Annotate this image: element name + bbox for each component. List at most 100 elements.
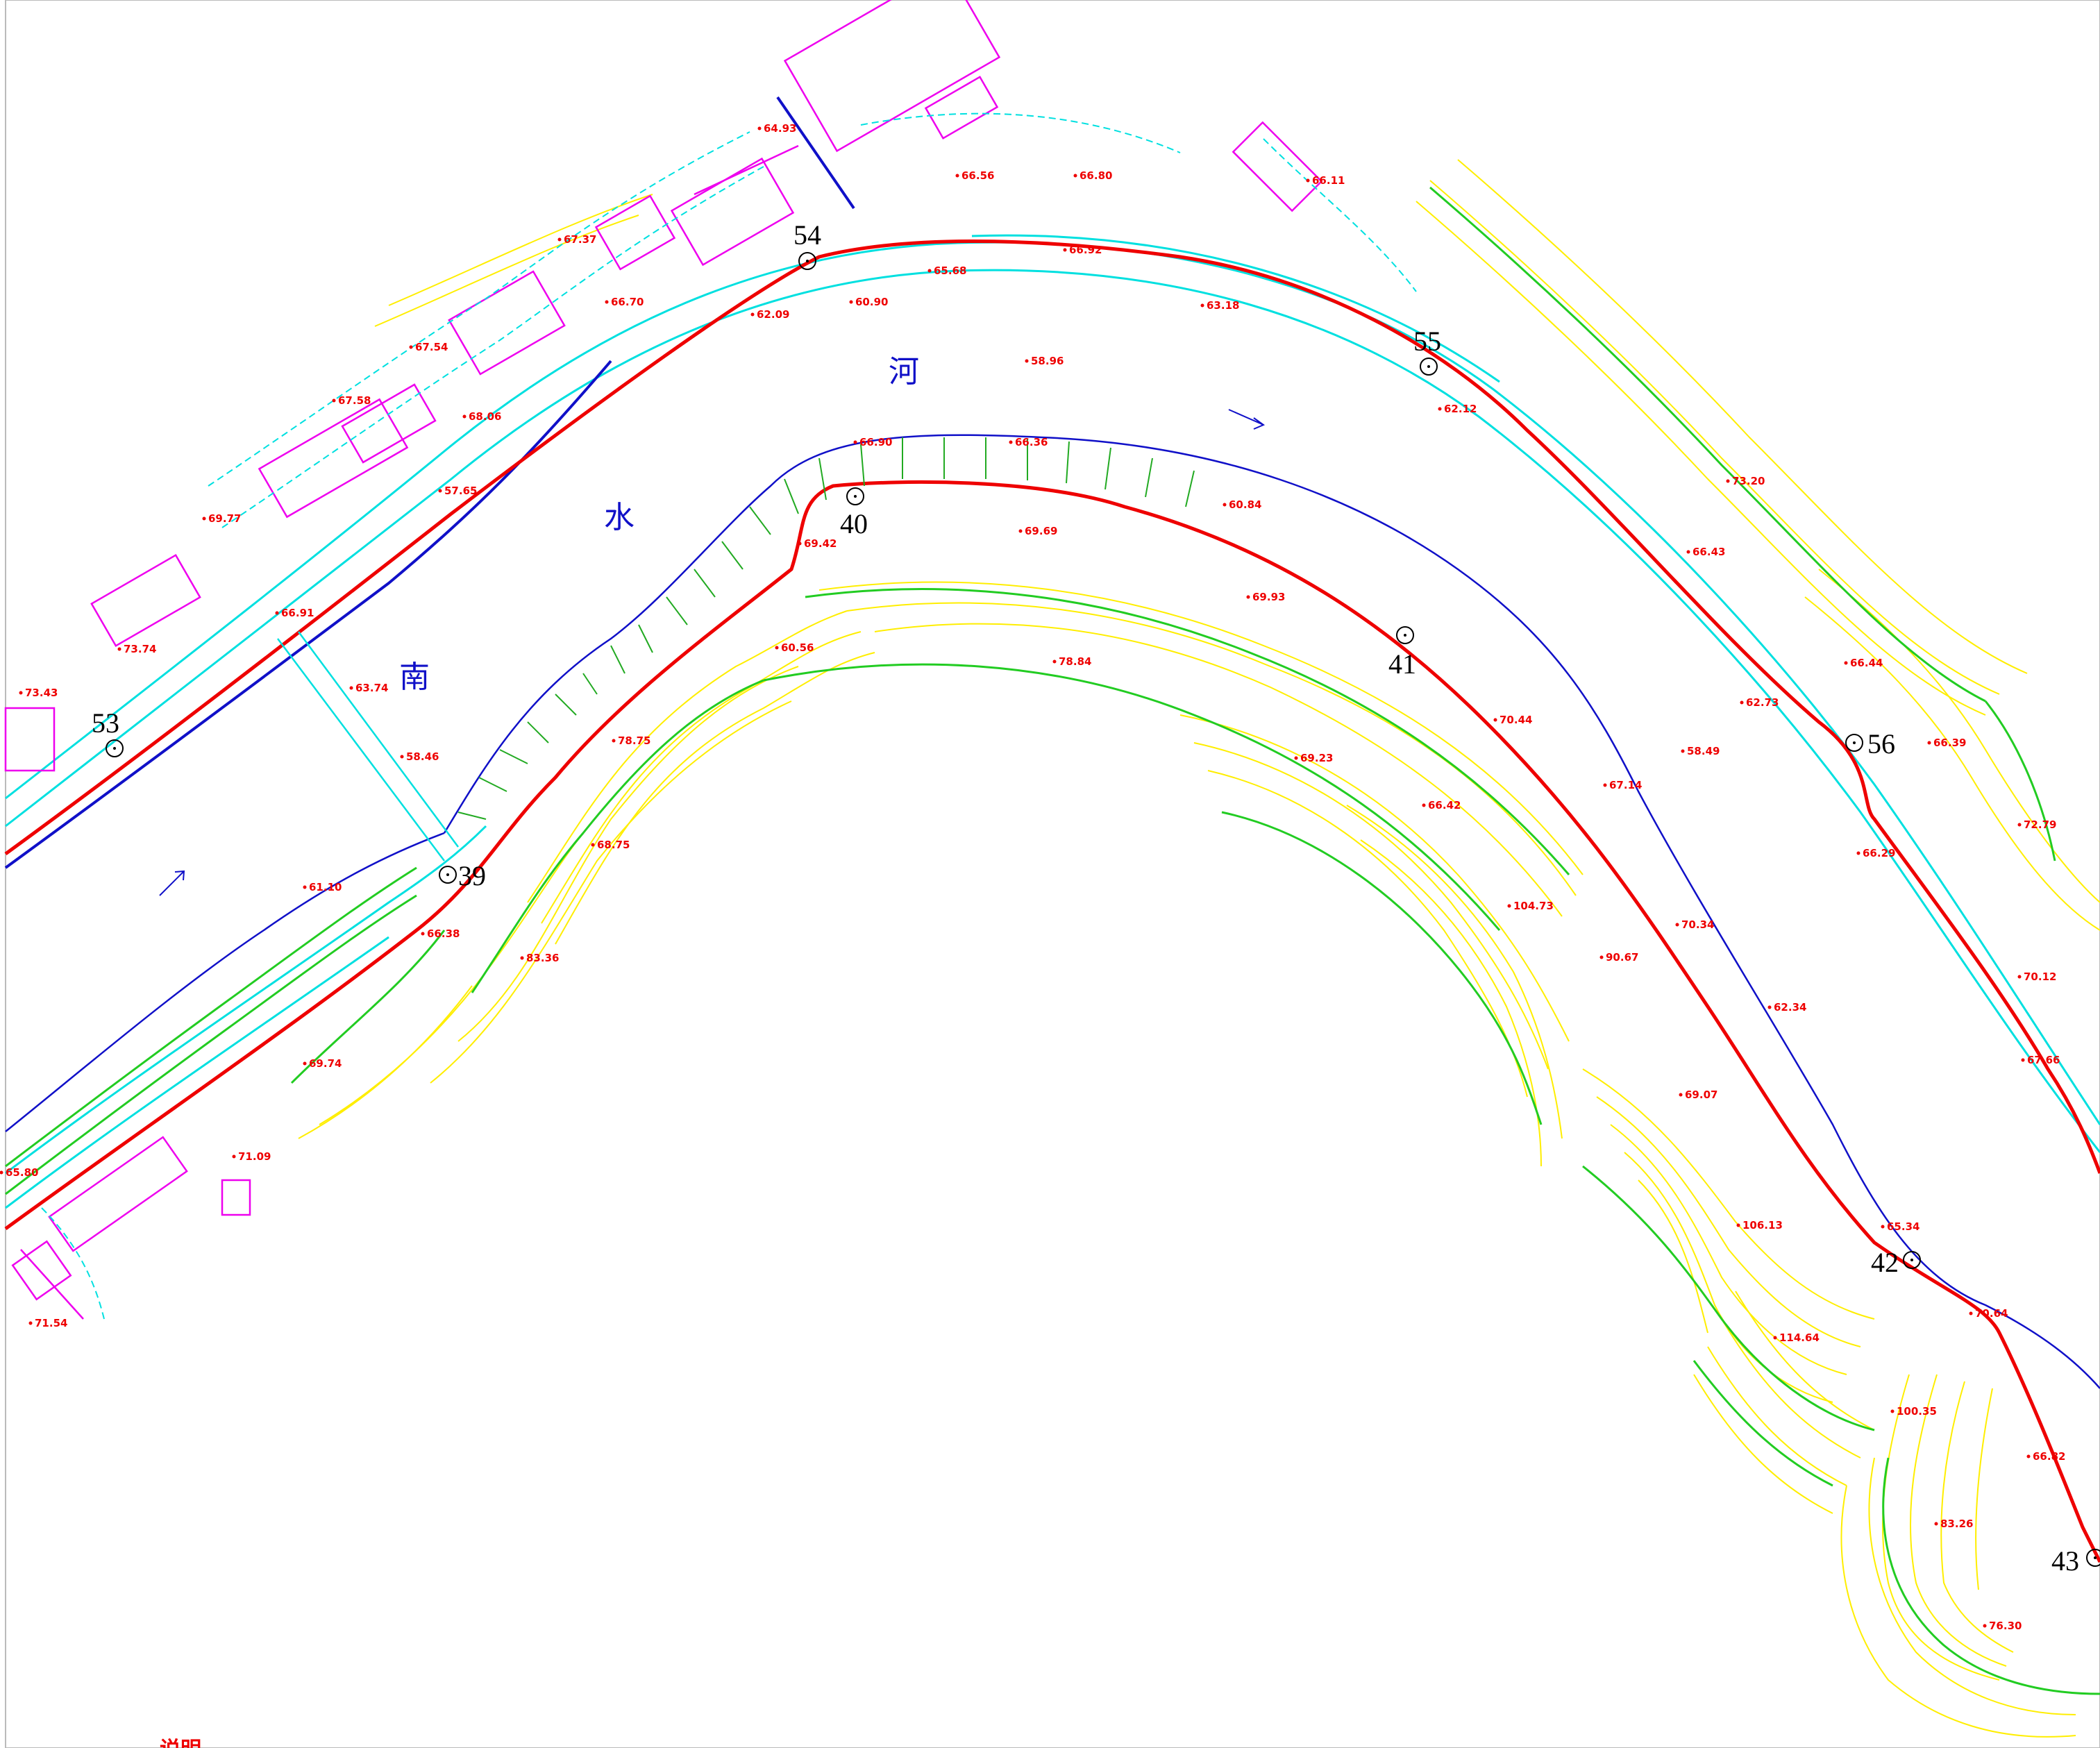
river-name-char-3: 河: [889, 354, 919, 389]
elevation-label: 70.44: [1500, 714, 1532, 726]
elevation-point-dot: [1856, 851, 1860, 855]
elevation-point-dot: [520, 956, 524, 960]
elevation-point-dot: [1740, 700, 1744, 705]
note-title: 说明: [160, 1738, 201, 1748]
river-centerline: [4, 239, 2100, 1563]
elevation-point-dot: [1773, 1336, 1777, 1340]
elevation-point-dot: [1934, 1522, 1938, 1526]
river-banks: [5, 234, 2100, 1209]
elevation-point-dot: [1603, 783, 1607, 787]
elevation-label: 66.11: [1312, 174, 1345, 187]
elevation-point-dot: [1009, 440, 1013, 444]
elevation-label: 100.35: [1897, 1405, 1937, 1418]
elevation-label: 60.56: [781, 641, 814, 654]
terrain-contours-minor: [298, 581, 2076, 1738]
elevation-label: 57.65: [444, 485, 477, 497]
elevation-point-dot: [303, 1061, 307, 1066]
elevation-label: 62.09: [757, 308, 789, 321]
elevation-point-dot: [775, 646, 779, 650]
elevation-label: 58.46: [406, 750, 439, 763]
elevation-label: 66.70: [611, 296, 644, 308]
elevation-point-dot: [1223, 503, 1227, 507]
elevation-label: 70.34: [1681, 918, 1714, 931]
elevation-point-dot: [1726, 479, 1730, 483]
elevation-point-dot: [2017, 823, 2022, 827]
elevation-label: 66.42: [1428, 799, 1461, 812]
elevation-label: 66.80: [1080, 169, 1112, 182]
elevation-point-dot: [1063, 248, 1067, 252]
water-edges: [4, 96, 2100, 1389]
north-terrain-contours-minor: [374, 159, 2100, 931]
svg-text:42: 42: [1871, 1247, 1899, 1278]
elevation-point-dot: [1246, 595, 1250, 599]
elevation-label: 61.10: [309, 881, 342, 893]
elevation-label: 66.56: [961, 169, 994, 182]
elevation-label: 67.37: [564, 233, 596, 246]
elevation-point-dot: [750, 312, 755, 317]
elevation-point-dot: [1052, 659, 1057, 664]
elevation-point-dot: [1493, 718, 1497, 722]
elevation-point-dot: [400, 755, 404, 759]
roads: [41, 112, 1417, 1320]
elevation-label: 60.84: [1229, 498, 1261, 511]
elevation-point-dot: [1969, 1311, 1973, 1316]
elevation-point-dot: [853, 440, 857, 444]
section-marker-39: 39: [439, 860, 486, 891]
elevation-label: 68.75: [597, 839, 630, 851]
elevation-label: 71.54: [35, 1317, 67, 1329]
elevation-label: 67.14: [1609, 779, 1642, 791]
elevation-point-dot: [1679, 1093, 1683, 1097]
elevation-point-dot: [1686, 550, 1690, 554]
elevation-point-dot: [1018, 529, 1023, 533]
elevation-label: 64.93: [764, 122, 796, 135]
elevation-label: 66.44: [1850, 657, 1883, 669]
elevation-point-dot: [1422, 803, 1426, 807]
elevation-point-dot: [605, 300, 609, 304]
elevation-point-dot: [1844, 661, 1848, 665]
elevation-point-dot: [612, 739, 616, 743]
elevation-label: 104.73: [1513, 900, 1554, 912]
elevation-point-dot: [1736, 1223, 1740, 1227]
svg-text:53: 53: [92, 707, 119, 739]
flow-arrow-icon: [159, 870, 185, 896]
elevation-point-dot: [557, 237, 562, 242]
elevation-label: 73.20: [1732, 475, 1765, 487]
elevation-label: 78.75: [618, 734, 650, 747]
elevation-label: 69.42: [804, 537, 837, 550]
elevation-label: 69.93: [1252, 591, 1285, 603]
elevation-label: 69.23: [1300, 752, 1333, 764]
river-name-char-2: 水: [604, 500, 635, 535]
elevation-label: 65.34: [1887, 1220, 1920, 1233]
elevation-point-dot: [421, 932, 425, 936]
elevation-point-dot: [1927, 741, 1931, 745]
elevation-label: 70.12: [2024, 970, 2056, 983]
elevation-point-dot: [19, 691, 23, 695]
elevation-label: 58.96: [1031, 355, 1064, 367]
elevation-label: 70.64: [1975, 1307, 2008, 1320]
elevation-label: 73.43: [25, 687, 58, 699]
bank-slope-hatching: [444, 437, 1195, 834]
elevation-point-dot: [1599, 955, 1604, 959]
elevation-label: 69.74: [309, 1057, 342, 1070]
elevation-label: 66.43: [1692, 546, 1725, 558]
elevation-label: 66.38: [427, 927, 460, 940]
elevation-point-dot: [1306, 178, 1310, 183]
elevation-label: 62.73: [1746, 696, 1779, 709]
elevation-label: 58.49: [1687, 745, 1720, 757]
buildings: [4, 0, 1323, 1320]
elevation-label: 63.74: [355, 682, 388, 694]
elevation-label: 76.30: [1989, 1620, 2022, 1632]
elevation-point-dot: [1881, 1225, 1885, 1229]
elevation-points: 64.93 66.56 66.80 66.11 67.37 66.92 66.7…: [0, 122, 2065, 1632]
elevation-point-dot: [1294, 756, 1298, 760]
elevation-point-dot: [202, 516, 206, 521]
elevation-point-dot: [927, 269, 932, 273]
elevation-label: 68.06: [469, 410, 501, 423]
section-marker-54: 54: [793, 219, 821, 270]
elevation-point-dot: [117, 647, 121, 651]
elevation-point-dot: [28, 1321, 33, 1325]
elevation-point-dot: [1890, 1409, 1895, 1413]
elevation-label: 78.84: [1059, 655, 1091, 668]
elevation-point-dot: [1073, 174, 1077, 178]
elevation-label: 69.69: [1025, 525, 1057, 537]
